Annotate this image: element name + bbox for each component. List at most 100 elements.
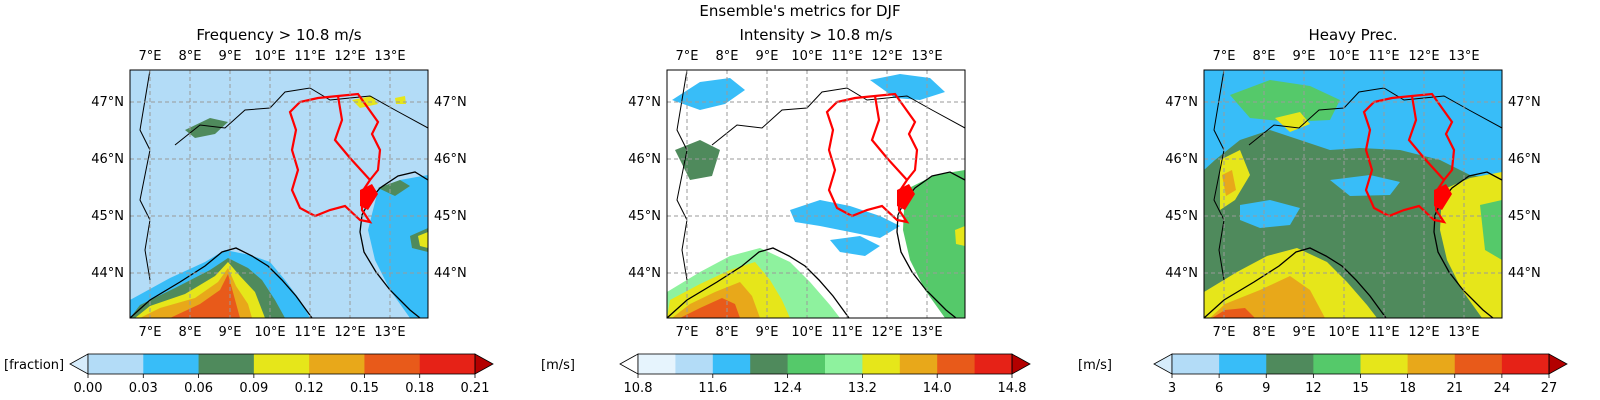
- colorbar-tick-label: 21: [1446, 381, 1463, 396]
- colorbar-tick-label: 14.8: [998, 381, 1027, 396]
- colorbar-tick-label: 11.6: [698, 381, 727, 396]
- lon-label: 9°E: [756, 49, 779, 64]
- lon-label: 12°E: [1408, 49, 1439, 64]
- lat-label: 44°N: [1165, 266, 1198, 281]
- field-sea-blue: [368, 175, 428, 318]
- border-west: [676, 70, 688, 281]
- coastline-adriatic: [1433, 171, 1502, 318]
- colorbar-unit-label: [fraction]: [4, 358, 64, 373]
- field-ligurian-orange: [672, 282, 760, 318]
- field-alps-blue-2: [870, 74, 945, 100]
- colorbar-tick-label: 0.15: [350, 381, 379, 396]
- lon-label: 9°E: [1293, 325, 1316, 340]
- colorbar-swatch: [638, 354, 676, 374]
- coastline-adriatic: [359, 171, 428, 318]
- field-po-blue: [1240, 200, 1300, 228]
- lat-labels-left: 47°N 46°N 45°N 44°N: [628, 95, 661, 281]
- colorbar-over-triangle: [474, 353, 494, 375]
- lon-label: 12°E: [871, 49, 902, 64]
- field-alps-speckle: [185, 118, 228, 138]
- lon-label: 8°E: [716, 325, 739, 340]
- colorbar: 10.8 11.6 12.4 13.2 14.0 14.8: [619, 353, 1031, 396]
- lon-label: 10°E: [791, 49, 822, 64]
- colorbar-tick-label: 24: [1494, 381, 1511, 396]
- map-area: [667, 70, 965, 318]
- lon-label: 9°E: [756, 325, 779, 340]
- lat-label: 47°N: [628, 95, 661, 110]
- colorbar-frame: [637, 353, 1013, 375]
- map-frame: [129, 69, 429, 319]
- lon-label: 8°E: [1253, 325, 1276, 340]
- field-sea-yellow: [418, 232, 428, 248]
- colorbar-swatch: [309, 354, 365, 374]
- lon-labels-top: 7°E 8°E 9°E 10°E 11°E 12°E 13°E: [139, 49, 406, 64]
- field-sea-green: [378, 180, 410, 196]
- coastline-ligurian: [130, 247, 313, 318]
- colorbar-tick-label: 18: [1399, 381, 1416, 396]
- colorbar-tick-label: 27: [1541, 381, 1558, 396]
- colorbar-over-triangle: [1548, 353, 1568, 375]
- colorbar-swatch: [1219, 354, 1267, 374]
- colorbar-swatch: [198, 354, 255, 374]
- lat-label: 44°N: [1508, 266, 1541, 281]
- colorbar-swatch: [143, 354, 200, 374]
- lon-label: 12°E: [871, 325, 902, 340]
- colorbar: 0.00 0.03 0.06 0.09 0.12 0.15 0.18 0.21: [69, 353, 494, 396]
- lon-label: 10°E: [1328, 49, 1359, 64]
- colorbar-swatch: [1407, 354, 1456, 374]
- colorbar-tick-label: 0.12: [295, 381, 324, 396]
- lon-label: 11°E: [294, 49, 325, 64]
- border-north: [711, 87, 965, 146]
- colorbar-swatch: [1313, 354, 1361, 374]
- panel-frequency: Frequency > 10.8 m/s: [4, 26, 494, 396]
- panel-intensity: Intensity > 10.8 m/s: [541, 26, 1031, 396]
- lat-label: 46°N: [434, 152, 467, 167]
- lon-label: 7°E: [139, 325, 162, 340]
- lon-label: 7°E: [139, 49, 162, 64]
- lat-labels-left: 47°N 46°N 45°N 44°N: [1165, 95, 1198, 281]
- lon-labels-bottom: 7°E 8°E 9°E 10°E 11°E 12°E 13°E: [139, 325, 406, 340]
- field-alps-orange: [1222, 170, 1236, 196]
- lon-label: 8°E: [1253, 49, 1276, 64]
- colorbar-tick-label: 14.0: [923, 381, 952, 396]
- field-po-blue-2: [830, 236, 880, 256]
- field-ligurian-orange: [1210, 276, 1325, 318]
- field-sea-yellow: [955, 226, 965, 246]
- colorbar-tick-label: 6: [1215, 381, 1223, 396]
- lon-label: 12°E: [334, 49, 365, 64]
- lon-label: 13°E: [374, 49, 405, 64]
- colorbar-tick-label: 0.06: [184, 381, 213, 396]
- coastline-adriatic: [896, 171, 965, 318]
- region-delta: [360, 184, 378, 210]
- colorbar-over-triangle: [1011, 353, 1031, 375]
- lon-label: 11°E: [1368, 325, 1399, 340]
- colorbar-swatch: [825, 354, 863, 374]
- region-internal-border: [333, 95, 371, 181]
- lon-label: 9°E: [219, 325, 242, 340]
- colorbar-tick-label: 12.4: [773, 381, 802, 396]
- coastline-ligurian: [667, 247, 850, 318]
- lon-label: 13°E: [1448, 49, 1479, 64]
- border-west: [1213, 70, 1225, 281]
- colorbar-frame: [87, 353, 476, 375]
- colorbar-swatch: [974, 354, 1013, 374]
- lat-label: 46°N: [628, 152, 661, 167]
- panel-heavy-prec: Heavy Prec.: [1078, 26, 1568, 396]
- lon-label: 11°E: [1368, 49, 1399, 64]
- lon-label: 10°E: [1328, 325, 1359, 340]
- lon-label: 10°E: [254, 325, 285, 340]
- field-ligurian-darkorange: [170, 274, 240, 318]
- lat-label: 47°N: [1508, 95, 1541, 110]
- field-sea-green: [1480, 200, 1502, 260]
- colorbar-swatch: [419, 354, 476, 374]
- colorbar-tick-label: 10.8: [624, 381, 653, 396]
- colorbar-tick-label: 0.00: [74, 381, 103, 396]
- lon-label: 7°E: [676, 49, 699, 64]
- lat-label: 47°N: [1165, 95, 1198, 110]
- lon-label: 7°E: [676, 325, 699, 340]
- figure-suptitle: Ensemble's metrics for DJF: [699, 2, 900, 20]
- lat-label: 45°N: [91, 209, 124, 224]
- lon-label: 13°E: [1448, 325, 1479, 340]
- lon-label: 12°E: [1408, 325, 1439, 340]
- colorbar-swatch: [750, 354, 789, 374]
